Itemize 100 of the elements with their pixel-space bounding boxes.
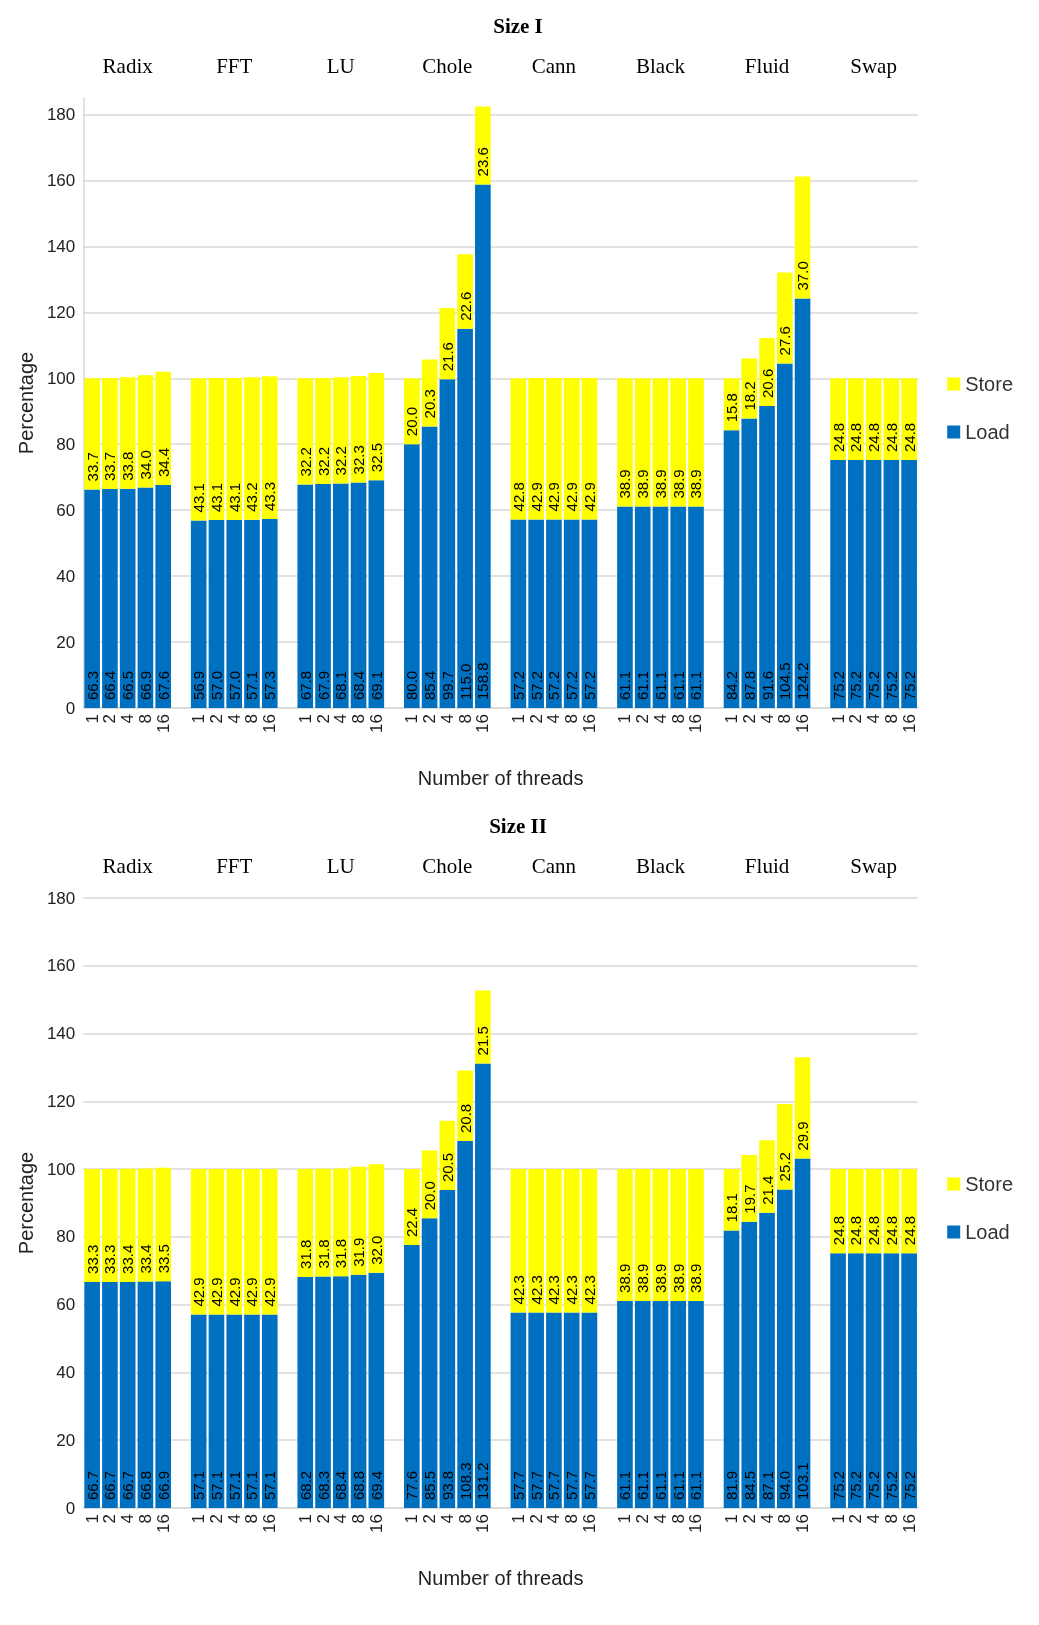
bar xyxy=(226,520,243,708)
data-label: 20.0 xyxy=(421,1181,439,1211)
data-label: 57.2 xyxy=(527,670,545,700)
data-label: 66.9 xyxy=(154,1470,172,1500)
bar xyxy=(261,1169,278,1315)
data-label: 38.9 xyxy=(616,469,634,499)
bar xyxy=(617,1169,633,1301)
bar xyxy=(208,1314,225,1508)
text: Radix xyxy=(102,54,154,78)
data-label: 22.4 xyxy=(403,1207,421,1238)
bar xyxy=(332,1276,349,1508)
data-label: 57.7 xyxy=(580,1470,598,1500)
data-label: 75.2 xyxy=(865,670,883,700)
x-tick-label: 1 xyxy=(402,1514,422,1524)
data-label: 42.9 xyxy=(261,1277,279,1307)
x-tick-label: 1 xyxy=(828,1514,848,1524)
x-tick-label: 8 xyxy=(135,1514,155,1524)
bar xyxy=(475,1063,491,1508)
x-tick-label: 4 xyxy=(544,1514,564,1524)
bar xyxy=(244,377,260,520)
data-label: 33.8 xyxy=(119,451,137,481)
bar xyxy=(883,1253,900,1508)
x-tick-label: 8 xyxy=(455,1514,475,1524)
x-tick-label: 1 xyxy=(615,1514,635,1524)
bar xyxy=(208,520,225,708)
bar xyxy=(634,1169,651,1301)
bar xyxy=(688,506,704,708)
bar xyxy=(226,1169,243,1315)
data-label: 57.0 xyxy=(207,670,225,700)
x-tick-label: 4 xyxy=(224,1514,244,1524)
bar xyxy=(848,460,864,708)
data-label: 61.1 xyxy=(651,670,669,700)
data-label: 75.2 xyxy=(847,1470,865,1500)
bar xyxy=(84,378,100,490)
x-tick-label: 8 xyxy=(881,1514,901,1524)
bar xyxy=(84,489,100,708)
x-tick-label: 2 xyxy=(633,1514,653,1524)
bar xyxy=(421,1218,438,1508)
data-label: 20.0 xyxy=(403,407,421,437)
bar xyxy=(244,519,260,708)
x-tick-label: 16 xyxy=(153,1514,173,1533)
bar xyxy=(155,371,171,486)
x-tick-label: 2 xyxy=(313,1514,333,1524)
data-label: 84.5 xyxy=(740,1470,758,1500)
data-label: 77.6 xyxy=(403,1470,421,1500)
legend-label: Store xyxy=(965,1173,1014,1195)
bar xyxy=(794,1158,811,1508)
bar xyxy=(137,487,154,708)
bar xyxy=(776,272,793,364)
data-label: 75.2 xyxy=(829,1470,847,1500)
text: LU xyxy=(326,54,355,78)
bar xyxy=(776,1104,793,1190)
bar xyxy=(368,1272,385,1508)
y-tick-label: 160 xyxy=(46,956,76,976)
bar xyxy=(190,520,207,708)
bar xyxy=(350,482,367,708)
data-label: 24.8 xyxy=(882,422,900,453)
x-tick-label: 8 xyxy=(668,714,688,724)
data-label: 32.0 xyxy=(367,1235,385,1265)
x-tick-label: 8 xyxy=(349,714,369,724)
x-tick-label: 16 xyxy=(473,1514,493,1533)
bar xyxy=(297,484,314,708)
data-label: 42.9 xyxy=(225,1277,243,1307)
bar xyxy=(261,1314,278,1508)
data-label: 66.9 xyxy=(136,670,154,700)
data-label: 24.8 xyxy=(847,422,865,453)
bar xyxy=(528,1312,544,1508)
bar xyxy=(865,1253,882,1508)
data-label: 43.2 xyxy=(243,482,261,512)
text: Swap xyxy=(850,54,897,78)
legend-label: Load xyxy=(965,421,1010,443)
x-tick-label: 16 xyxy=(686,1514,706,1533)
bar xyxy=(741,418,758,708)
data-label: 42.3 xyxy=(545,1275,563,1305)
bar xyxy=(759,405,775,708)
data-label: 66.7 xyxy=(83,1470,101,1500)
x-tick-label: 16 xyxy=(579,1514,599,1533)
text: FFT xyxy=(216,854,253,878)
x-tick-label: 16 xyxy=(686,714,706,733)
data-label: 57.2 xyxy=(545,670,563,700)
x-tick-label: 8 xyxy=(562,714,582,724)
data-label: 42.8 xyxy=(509,482,527,512)
data-label: 158.8 xyxy=(474,662,492,700)
bar xyxy=(368,480,385,708)
y-tick-label: 100 xyxy=(46,368,76,388)
data-label: 42.3 xyxy=(527,1275,545,1305)
bar xyxy=(315,377,331,485)
data-label: 43.3 xyxy=(261,481,279,512)
bar xyxy=(670,1300,687,1508)
data-label: 131.2 xyxy=(474,1462,492,1500)
text: FFT xyxy=(216,54,253,78)
data-label: 61.1 xyxy=(669,1470,687,1500)
bar xyxy=(297,378,314,485)
x-tick-label: 1 xyxy=(295,714,315,724)
data-label: 68.4 xyxy=(350,670,368,700)
data-label: 57.7 xyxy=(527,1470,545,1500)
x-tick-label: 2 xyxy=(313,714,333,724)
x-tick-label: 8 xyxy=(775,714,795,724)
bar xyxy=(901,1253,917,1508)
bar xyxy=(261,376,278,520)
